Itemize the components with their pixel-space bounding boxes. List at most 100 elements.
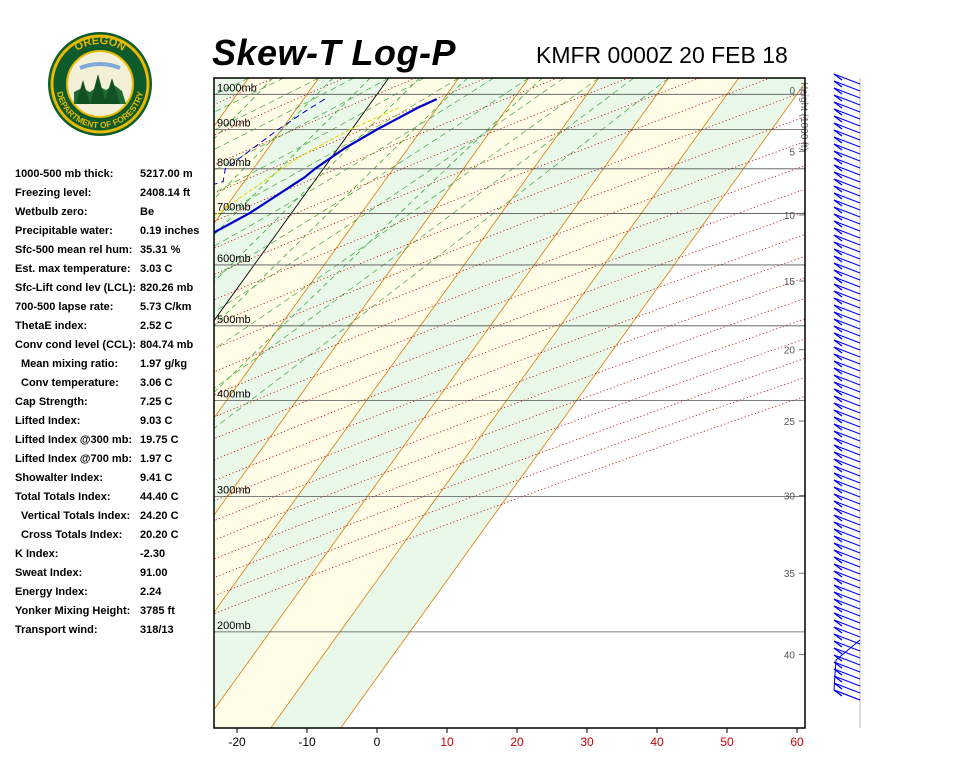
wind-barb-staff	[833, 150, 861, 162]
wind-barb-staff	[833, 283, 861, 295]
parcel-path	[214, 107, 399, 217]
wind-barb-staff	[833, 640, 861, 652]
height-tick-label: 5	[789, 147, 795, 158]
wind-barb-flag	[833, 472, 843, 480]
wind-barb-flag	[833, 528, 843, 536]
wind-barb-staff	[833, 619, 861, 631]
wind-barb-flag	[833, 563, 843, 571]
wind-barb-flag	[833, 612, 843, 620]
index-value: 2.52 C	[140, 320, 173, 332]
dewpoint-profile-point	[277, 128, 279, 131]
wind-barb-staff	[833, 563, 861, 575]
moist-adiabat	[214, 78, 669, 429]
wind-barb-staff	[833, 577, 861, 589]
temperature-profile-point	[314, 168, 316, 170]
wind-barb-staff	[833, 129, 861, 141]
moist-adiabat	[214, 78, 529, 278]
wind-barb-flag	[833, 381, 843, 389]
dewpoint-profile-point	[222, 181, 224, 183]
index-value: 91.00	[140, 567, 168, 579]
wind-barb-flag	[833, 493, 843, 501]
parcel-path-point	[349, 128, 351, 131]
wind-barb-flag	[833, 409, 843, 417]
wind-barb-staff	[833, 633, 861, 645]
x-tick-label: 0	[374, 735, 381, 749]
moist-adiabat	[214, 78, 459, 219]
wind-barb-flag	[833, 465, 843, 473]
index-value: 1.97 C	[140, 453, 173, 465]
temperature-band	[214, 78, 739, 728]
wind-barb-staff	[833, 248, 861, 260]
wind-barb-flag	[833, 304, 843, 312]
index-label: Conv temperature:	[21, 377, 119, 389]
wind-barb-flag	[833, 346, 843, 354]
wind-barb-staff	[833, 556, 861, 568]
wind-barb-flag	[833, 311, 843, 319]
wind-barb-staff	[833, 507, 861, 519]
wind-barb-flag	[833, 514, 843, 522]
index-label: Yonker Mixing Height:	[15, 605, 131, 617]
wind-barb-staff	[833, 360, 861, 372]
index-label: Lifted Index:	[15, 415, 81, 427]
wind-barb-flag	[833, 262, 843, 270]
wind-barb-flag	[833, 647, 843, 655]
wind-barb-flag	[833, 444, 843, 452]
wind-barb-staff	[833, 437, 861, 449]
wind-barb-flag	[833, 248, 843, 256]
temperature-band	[270, 78, 805, 728]
temperature-profile-point	[416, 107, 419, 109]
index-value: -2.30	[140, 548, 166, 560]
index-label: Precipitable water:	[15, 225, 113, 237]
wind-barb-staff	[833, 290, 861, 302]
wind-barb-staff	[833, 311, 861, 323]
wind-barb-flag	[833, 339, 843, 347]
height-tick-label: 15	[784, 277, 796, 288]
wind-barb-staff	[833, 143, 861, 155]
pressure-label: 500mb	[217, 314, 251, 326]
station-time: KMFR 0000Z 20 FEB 18	[536, 42, 788, 68]
wind-barb-staff	[833, 549, 861, 561]
height-tick-label: 30	[784, 491, 796, 502]
index-value: 9.41 C	[140, 472, 173, 484]
wind-barb-flag	[833, 549, 843, 557]
parcel-path-point	[292, 159, 295, 162]
wind-barb-flag	[833, 577, 843, 585]
x-tick-label: 50	[720, 735, 734, 749]
wind-barb-staff	[833, 444, 861, 456]
wind-barb-staff	[833, 318, 861, 330]
temperature-profile-point	[376, 128, 378, 131]
wind-barb-flag	[833, 395, 843, 403]
wind-barb-staff	[833, 528, 861, 540]
wind-barb-flag	[833, 591, 843, 599]
wind-barb-low	[833, 639, 861, 701]
dewpoint-profile-point	[304, 110, 306, 113]
moist-adiabat	[214, 78, 354, 150]
wind-barb-staff	[833, 332, 861, 344]
parcel-path-point	[217, 212, 219, 215]
wind-barb-staff	[833, 136, 861, 148]
wind-barb-staff	[833, 472, 861, 484]
index-label: 1000-500 mb thick:	[15, 168, 114, 180]
wind-barb-flag	[833, 241, 843, 249]
wind-barb-flag	[833, 570, 843, 578]
isotherm-line	[214, 78, 600, 614]
wind-barb-staff	[833, 514, 861, 526]
wind-barb-staff	[833, 304, 861, 316]
pressure-label: 700mb	[217, 201, 251, 213]
pressure-label: 900mb	[217, 117, 251, 129]
wind-barb-flag	[833, 507, 843, 515]
index-label: Sweat Index:	[15, 567, 83, 579]
wind-barb-flag	[833, 402, 843, 410]
wind-barb-staff	[833, 465, 861, 477]
wind-barb-flag	[833, 318, 843, 326]
wind-barb-flag	[833, 682, 843, 690]
index-value: 3.03 C	[140, 263, 173, 275]
index-value: 24.20 C	[140, 510, 179, 522]
dewpoint-profile-point	[323, 98, 325, 100]
height-tick-label: 25	[784, 417, 796, 428]
wind-barb-flag	[833, 367, 843, 375]
wind-barb-flag	[833, 521, 843, 529]
index-label: Cross Totals Index:	[21, 529, 123, 541]
wind-barb-staff	[833, 255, 861, 267]
